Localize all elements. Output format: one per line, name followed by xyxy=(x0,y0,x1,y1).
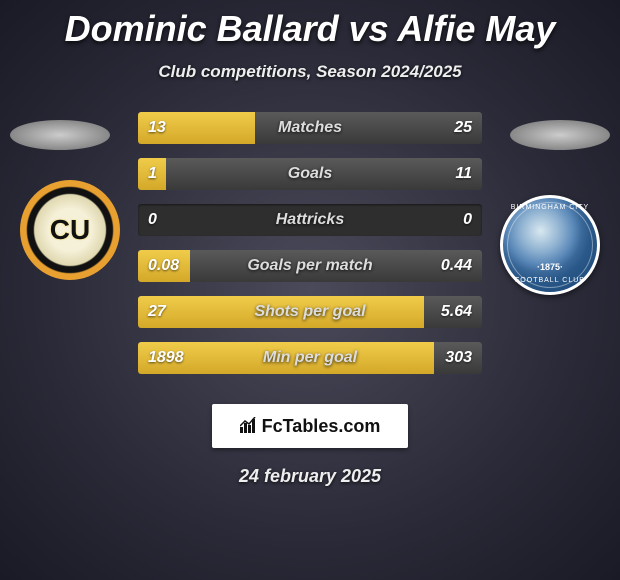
stat-label: Shots per goal xyxy=(138,303,482,321)
brand-logo: FcTables.com xyxy=(212,404,408,448)
stat-row: 275.64Shots per goal xyxy=(138,296,482,328)
stat-rows-container: 1325Matches 111Goals 00Hattricks 0.080.44Go… xyxy=(138,112,482,388)
stat-row: 1898303Min per goal xyxy=(138,342,482,374)
page-title: Dominic Ballard vs Alfie May xyxy=(0,0,620,50)
stat-row: 00Hattricks xyxy=(138,204,482,236)
stat-label: Goals xyxy=(138,165,482,183)
stat-label: Goals per match xyxy=(138,257,482,275)
stat-label: Hattricks xyxy=(138,211,482,229)
stat-label: Matches xyxy=(138,119,482,137)
chart-icon xyxy=(240,417,258,436)
stats-area: 1325Matches 111Goals 00Hattricks 0.080.44Go… xyxy=(0,112,620,392)
brand-text: FcTables.com xyxy=(262,416,381,437)
stat-row: 1325Matches xyxy=(138,112,482,144)
stat-row: 111Goals xyxy=(138,158,482,190)
date-line: 24 february 2025 xyxy=(0,466,620,487)
subtitle: Club competitions, Season 2024/2025 xyxy=(0,62,620,82)
stat-row: 0.080.44Goals per match xyxy=(138,250,482,282)
stat-label: Min per goal xyxy=(138,349,482,367)
